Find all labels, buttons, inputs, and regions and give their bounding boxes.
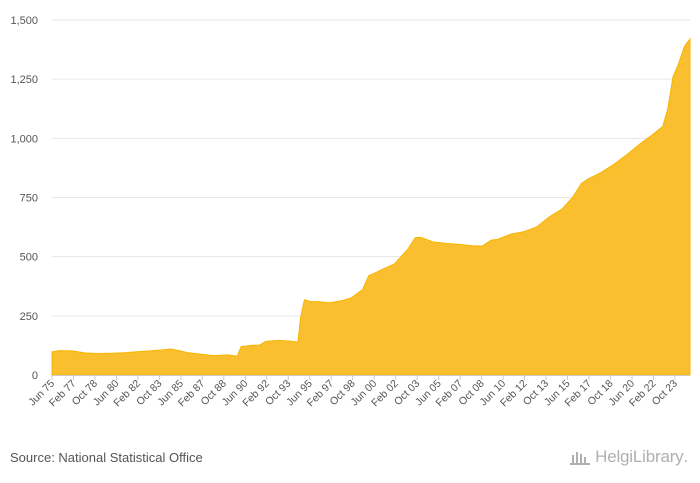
- logo-brand: Helgi: [595, 447, 633, 466]
- helgi-library-logo: Helgi Library.: [569, 447, 688, 467]
- logo-dot: .: [683, 447, 688, 466]
- area-series: [51, 37, 691, 376]
- y-tick-label: 250: [20, 311, 38, 323]
- y-tick-label: 0: [32, 370, 38, 382]
- y-tick-label: 1,000: [10, 133, 38, 145]
- y-tick-label: 500: [20, 252, 38, 264]
- logo-suffix: Library: [632, 447, 684, 466]
- y-tick-label: 1,500: [10, 15, 38, 27]
- y-tick-label: 1,250: [10, 74, 38, 86]
- y-tick-label: 750: [20, 193, 38, 205]
- y-axis-ticks: 0 250 500 750 1,000 1,250 1,500: [10, 15, 38, 382]
- area-fill: [51, 37, 691, 376]
- library-building-icon: [570, 452, 591, 465]
- source-note: Source: National Statistical Office: [10, 450, 203, 465]
